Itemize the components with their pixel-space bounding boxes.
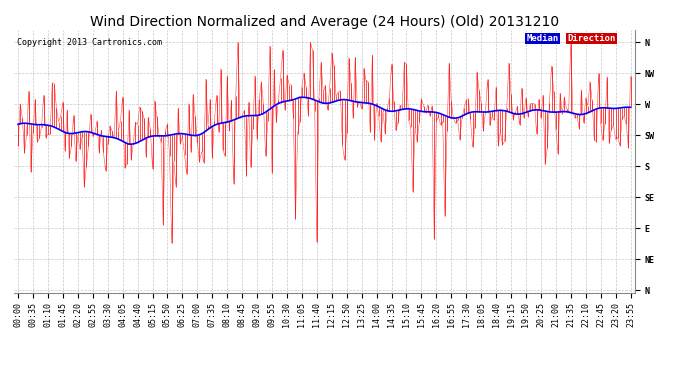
- Text: Median: Median: [526, 34, 559, 43]
- Text: Copyright 2013 Cartronics.com: Copyright 2013 Cartronics.com: [17, 38, 162, 47]
- Title: Wind Direction Normalized and Average (24 Hours) (Old) 20131210: Wind Direction Normalized and Average (2…: [90, 15, 559, 29]
- Text: Direction: Direction: [567, 34, 615, 43]
